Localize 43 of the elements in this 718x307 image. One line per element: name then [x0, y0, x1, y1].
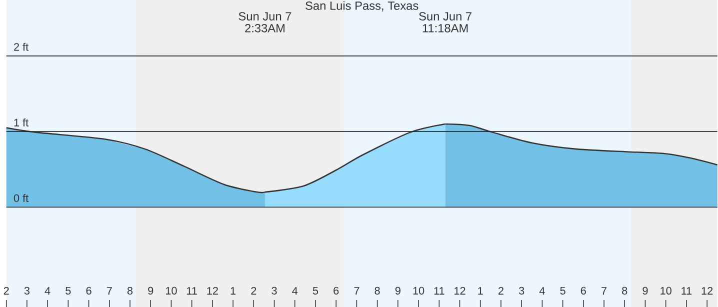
y-tick-label: 1 ft [14, 118, 29, 126]
x-tick-label: 6 [334, 286, 339, 294]
annotation: Sun Jun 7 [238, 12, 292, 20]
x-tick-label: 6 [580, 286, 586, 294]
x-tick-label: 9 [148, 286, 154, 294]
x-tick-label: 11 [682, 286, 692, 294]
annotation: 2:33AM [245, 24, 284, 32]
x-tick-label: 1 [478, 286, 483, 294]
y-tick-label: 2 ft [14, 42, 29, 51]
x-tick-label: 5 [66, 286, 71, 294]
x-tick-label: 12 [454, 286, 466, 294]
annotation: Sun Jun 7 [419, 12, 472, 20]
x-tick-label: 2 [498, 286, 504, 294]
x-tick-label: 1 [230, 286, 236, 294]
x-tick-label: 12 [207, 286, 218, 294]
x-tick-label: 7 [602, 286, 606, 294]
x-tick-label: 5 [560, 286, 566, 294]
x-tick-label: 8 [622, 286, 628, 294]
x-tick-label: 3 [518, 286, 524, 294]
x-tick-label: 9 [395, 286, 400, 294]
chart-title: San Luis Pass, Texas [306, 1, 418, 12]
x-tick-label: 10 [413, 286, 424, 294]
x-tick-label: 2 [251, 286, 256, 294]
x-tick-label: 3 [272, 286, 277, 294]
x-tick-label: 6 [86, 286, 92, 294]
y-tick-label: 0 ft [14, 194, 29, 202]
x-tick-label: 7 [354, 286, 360, 294]
x-tick-label: 8 [127, 286, 133, 294]
x-tick-label: 11 [434, 286, 444, 294]
x-tick-label: 7 [106, 286, 112, 294]
x-tick-label: 12 [702, 286, 713, 294]
annotation: 11:18AM [422, 24, 468, 32]
x-tick-label: 2 [4, 286, 9, 294]
x-tick-label: 3 [24, 286, 30, 294]
x-tick-label: 9 [642, 286, 648, 294]
x-tick-label: 4 [539, 286, 545, 294]
x-tick-label: 10 [166, 286, 177, 294]
x-tick-label: 4 [44, 286, 50, 294]
x-tick-label: 4 [292, 286, 298, 294]
x-tick-label: 11 [186, 286, 197, 294]
x-tick-label: 10 [660, 286, 672, 294]
x-tick-label: 5 [312, 286, 318, 294]
x-tick-label: 8 [374, 286, 380, 294]
